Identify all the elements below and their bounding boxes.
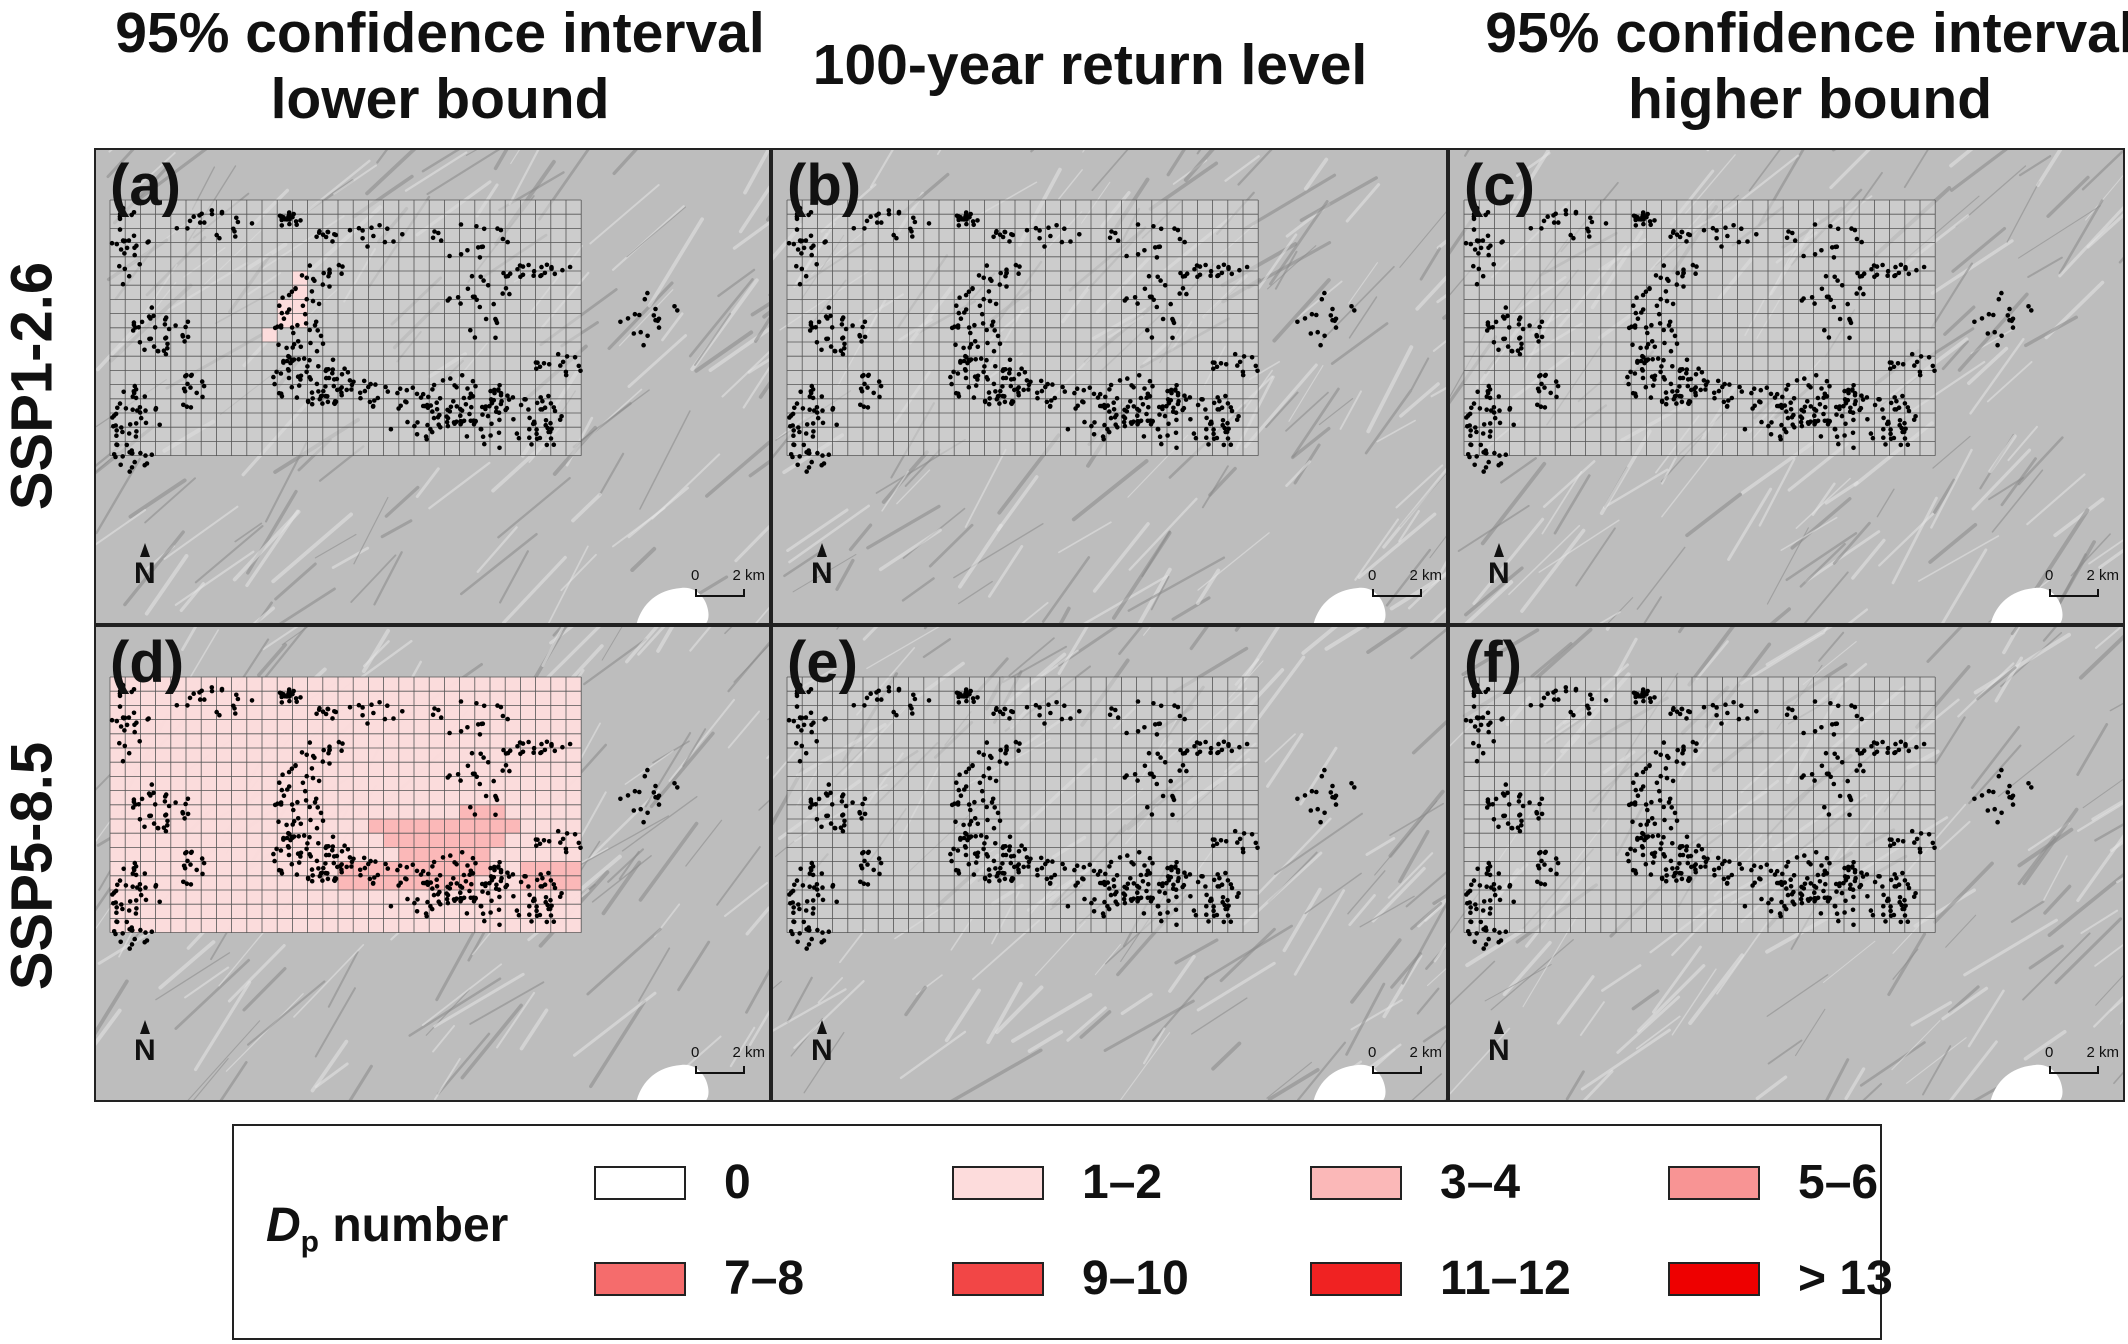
legend-item-7: > 13 [1668,1250,2028,1310]
north-arrow-icon: N [132,543,158,599]
map-canvas [773,150,1446,623]
scale-bar: 0 2 km [2041,1044,2119,1078]
legend-item-3: 5–6 [1668,1154,2028,1214]
north-arrow-icon: N [809,1020,835,1076]
legend-title: Dp number [266,1198,508,1260]
panel-label: (d) [110,630,185,695]
scale-end: 2 km [1409,567,1442,584]
scale-start: 0 [2045,1044,2054,1061]
scale-end: 2 km [2086,1044,2119,1061]
scale-bar: 0 2 km [687,567,765,601]
legend-label: 5–6 [1798,1156,1879,1209]
column-header-return-level: 100-year return level [750,32,1430,98]
scale-start: 0 [2045,567,2054,584]
scale-bar: 0 2 km [1364,1044,1442,1078]
legend-swatch [952,1262,1044,1296]
map-canvas [1450,150,2123,623]
legend-title-variable: D [266,1199,301,1252]
column-header-higher-line1: 95% confidence interval [1485,1,2128,65]
scale-end: 2 km [2086,567,2119,584]
legend-item-2: 3–4 [1310,1154,1670,1214]
legend-swatch [1310,1166,1402,1200]
north-letter: N [1488,1034,1510,1067]
map-panel-b: (b) N 0 2 km [771,148,1448,625]
legend-label: 0 [724,1156,751,1209]
legend-label: 1–2 [1082,1156,1163,1209]
panel-label: (e) [787,630,858,695]
north-arrow-icon: N [1486,543,1512,599]
map-canvas [773,627,1446,1100]
legend-label: 11–12 [1440,1252,1571,1305]
scale-start: 0 [691,1044,700,1061]
legend-item-1: 1–2 [952,1154,1312,1214]
scale-bar: 0 2 km [1364,567,1442,601]
map-canvas [1450,627,2123,1100]
scale-end: 2 km [732,1044,765,1061]
map-panel-e: (e) N 0 2 km [771,625,1448,1102]
north-arrow-icon: N [809,543,835,599]
legend-item-4: 7–8 [594,1250,954,1310]
legend-label: > 13 [1798,1252,1893,1305]
north-letter: N [811,557,833,590]
legend-item-0: 0 [594,1154,954,1214]
scale-end: 2 km [732,567,765,584]
legend-swatch [1668,1166,1760,1200]
legend-swatch [1668,1262,1760,1296]
row-label-ssp126: SSP1-2.6 [0,261,65,511]
legend-swatch [952,1166,1044,1200]
legend-item-5: 9–10 [952,1250,1312,1310]
map-panel-d: (d) N 0 2 km [94,625,771,1102]
scale-start: 0 [691,567,700,584]
column-header-return-line1: 100-year return level [812,33,1368,97]
map-panel-a: (a) N 0 2 km [94,148,771,625]
scale-start: 0 [1368,1044,1377,1061]
legend-item-6: 11–12 [1310,1250,1670,1310]
legend-label: 3–4 [1440,1156,1521,1209]
legend-label: 7–8 [724,1252,805,1305]
legend-swatch [594,1262,686,1296]
panel-label: (a) [110,153,181,218]
map-canvas [96,150,769,623]
map-canvas [96,627,769,1100]
north-letter: N [1488,557,1510,590]
legend-swatch [1310,1262,1402,1296]
panel-label: (c) [1464,153,1535,218]
scale-end: 2 km [1409,1044,1442,1061]
scale-bar: 0 2 km [2041,567,2119,601]
legend-label: 9–10 [1082,1252,1189,1305]
panel-label: (b) [787,153,862,218]
panel-label: (f) [1464,630,1522,695]
row-label-ssp585: SSP5-8.5 [0,741,65,991]
north-arrow-icon: N [1486,1020,1512,1076]
map-panel-f: (f) N 0 2 km [1448,625,2125,1102]
scale-start: 0 [1368,567,1377,584]
legend-title-subscript: p [300,1225,319,1259]
column-header-lower-line1: 95% confidence interval [115,1,765,65]
legend-swatch [594,1166,686,1200]
column-header-higher-bound: 95% confidence interval higher bound [1470,0,2128,132]
legend-title-text: number [319,1199,509,1252]
north-letter: N [134,1034,156,1067]
map-panel-c: (c) N 0 2 km [1448,148,2125,625]
north-arrow-icon: N [132,1020,158,1076]
column-header-lower-bound: 95% confidence interval lower bound [100,0,780,132]
north-letter: N [134,557,156,590]
scale-bar: 0 2 km [687,1044,765,1078]
map-legend: Dp number 0 1–2 3–4 5–6 7–8 9–10 11–12 >… [232,1124,1893,1340]
column-header-higher-line2: higher bound [1627,67,1993,131]
column-header-lower-line2: lower bound [270,67,610,131]
north-letter: N [811,1034,833,1067]
